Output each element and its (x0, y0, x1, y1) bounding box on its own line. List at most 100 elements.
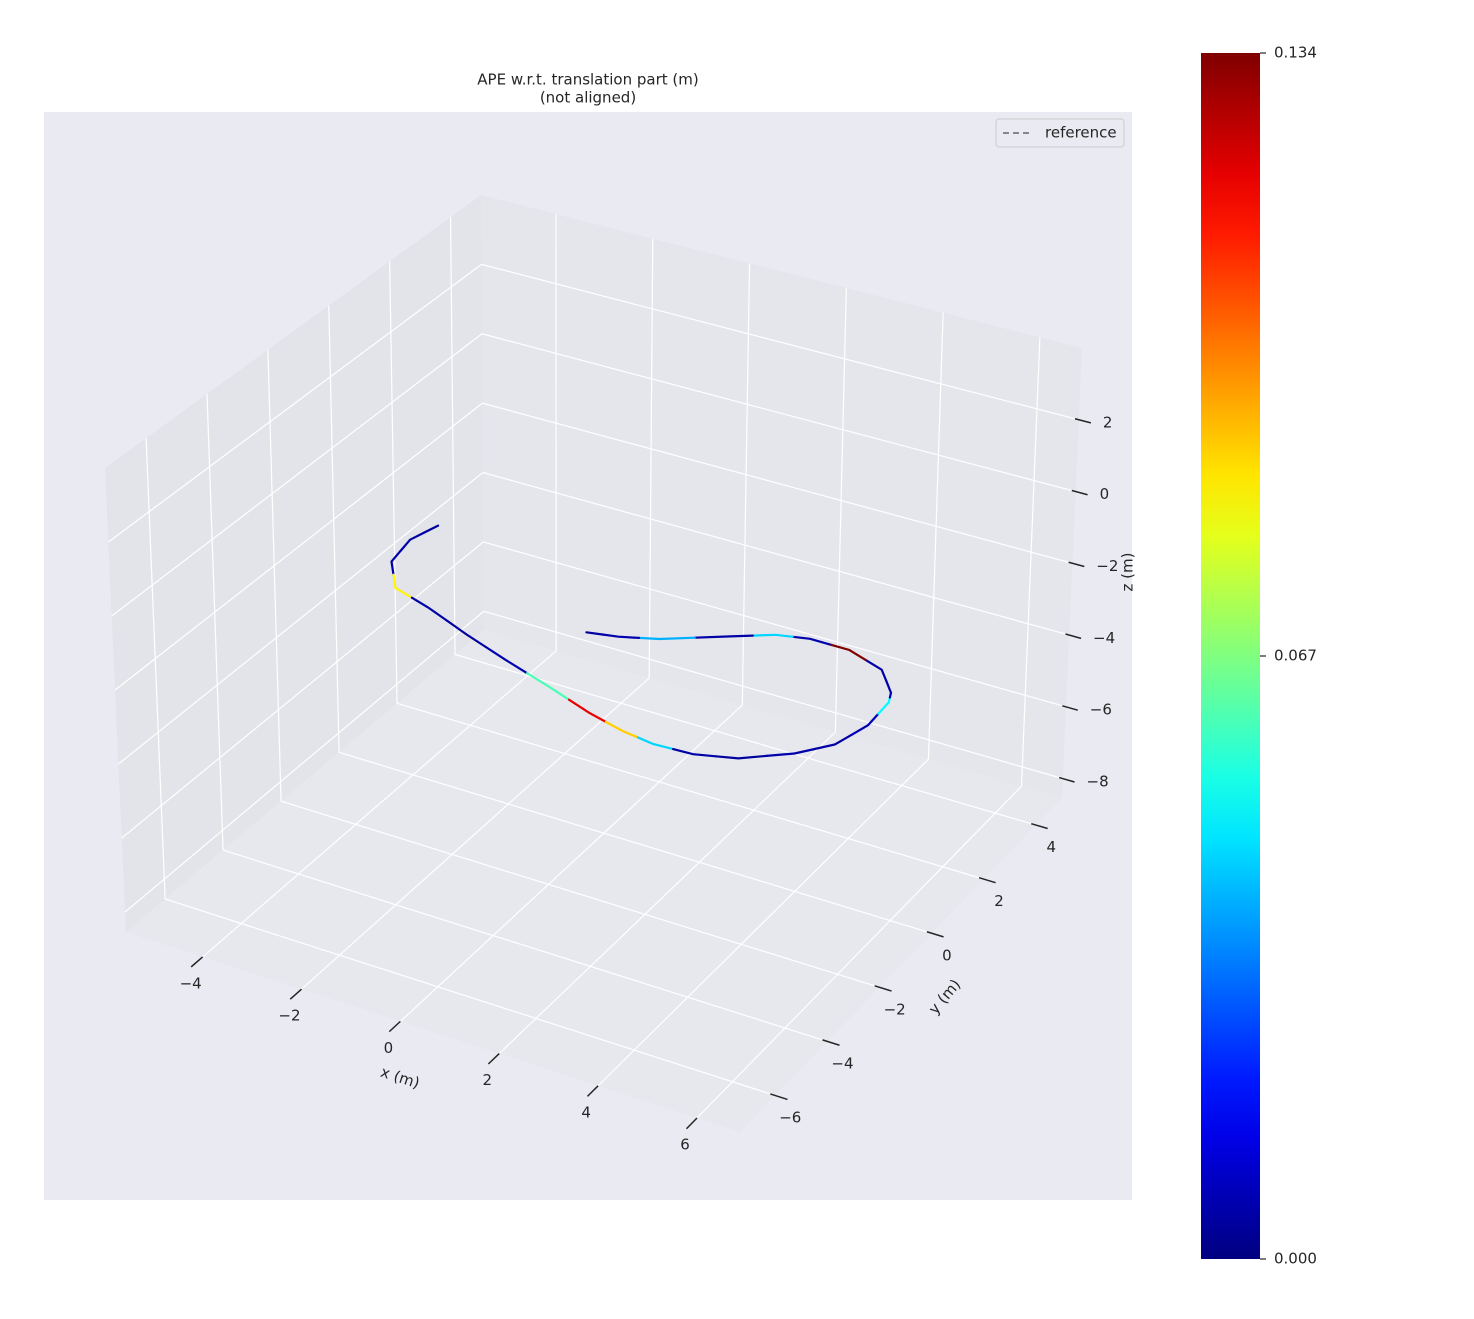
error-segment (392, 573, 413, 599)
y-tick-label: 2 (994, 892, 1004, 910)
y-tick (978, 876, 996, 884)
y-tick (822, 1039, 840, 1046)
trajectory (390, 524, 893, 760)
error-segment (751, 633, 794, 638)
x-tick-label: −2 (278, 1007, 300, 1025)
grid-line (481, 333, 1076, 493)
error-segment (714, 754, 768, 760)
z-tick (1071, 489, 1088, 496)
error-segment (637, 636, 696, 641)
error-segment (791, 635, 831, 646)
grid-line (483, 541, 1067, 708)
chart-subtitle: (not aligned) (540, 89, 636, 107)
pane-left (105, 195, 484, 932)
z-tick-label: 2 (1103, 413, 1113, 431)
x-tick (586, 1085, 599, 1097)
colorbar-gradient (1201, 53, 1260, 1259)
error-segment (850, 712, 880, 736)
grid-line (597, 758, 929, 1087)
grid-line (482, 471, 1070, 636)
error-segment (399, 531, 426, 552)
ticks: −4 −2 0 2 4 6 −6 −4 −2 0 2 4 −8 −6 −4 −2 0 2 (180, 413, 1119, 1153)
x-tick-label: 0 (384, 1039, 394, 1057)
error-segment (636, 736, 675, 751)
y-tick-label: −6 (779, 1108, 801, 1126)
legend-box (995, 118, 1125, 148)
grid-line (927, 312, 944, 760)
y-tick-label: 4 (1046, 838, 1056, 856)
z-tick (1058, 776, 1075, 783)
error-segment (604, 720, 640, 739)
grid-line (107, 263, 482, 543)
error-segment (885, 680, 893, 699)
grid-line (164, 898, 776, 1097)
z-tick-label: −4 (1093, 629, 1115, 647)
y-tick (1031, 822, 1048, 830)
grid-line (202, 650, 557, 958)
y-tick (874, 985, 892, 992)
grid-line (482, 402, 1073, 564)
grid-line (222, 849, 828, 1042)
x-tick-label: 2 (482, 1071, 492, 1089)
error-segment (828, 643, 867, 661)
error-segment (585, 631, 604, 636)
grid-line (741, 263, 751, 706)
grid-line (483, 610, 1064, 780)
error-segment (765, 747, 816, 757)
x-tick (685, 1117, 698, 1130)
error-segment (864, 658, 888, 683)
grid-line (399, 704, 743, 1022)
grid-line (328, 305, 340, 753)
grid-line (449, 217, 456, 655)
grid-line (121, 541, 484, 839)
error-segment (567, 698, 607, 723)
error-segment (601, 633, 641, 639)
colorbar-tick-label: 0.134 (1274, 44, 1317, 62)
error-segment (813, 733, 853, 751)
z-tick (1062, 705, 1078, 711)
grid-line (338, 751, 932, 934)
pane-floor (126, 630, 1062, 1132)
y-tick (926, 931, 944, 938)
x-tick-label: −4 (180, 974, 202, 992)
x-tick (487, 1053, 500, 1065)
x-tick-label: 4 (581, 1103, 591, 1121)
z-tick-label: −6 (1090, 701, 1112, 719)
grid-line (389, 261, 398, 704)
grid-line (1020, 337, 1041, 787)
colorbar-tick-label: 0.000 (1274, 1250, 1317, 1268)
z-tick-label: −8 (1087, 772, 1109, 790)
grid-line (206, 393, 224, 851)
grid-line (114, 402, 483, 691)
error-segment (446, 619, 487, 649)
grid-line (124, 610, 485, 913)
legend: reference (995, 118, 1125, 148)
error-segment (390, 549, 402, 576)
x-tick (190, 956, 204, 968)
grid-line (481, 263, 1079, 421)
y-tick-label: −4 (831, 1054, 853, 1072)
z-tick-label: −2 (1096, 557, 1118, 575)
error-segment (693, 634, 754, 639)
x-tick (289, 988, 302, 1000)
grid-line (696, 785, 1022, 1119)
grid (107, 214, 1079, 1119)
grid-line (301, 677, 650, 990)
colorbar: 0.000 0.067 0.134 (1201, 44, 1317, 1268)
grid-line (267, 349, 282, 802)
grid-line (834, 287, 847, 733)
y-tick-label: 0 (942, 946, 952, 964)
z-tick (1068, 561, 1085, 568)
error-segment (526, 672, 571, 701)
y-tick (770, 1093, 788, 1101)
z-tick (1065, 633, 1082, 640)
grid-line (118, 472, 484, 765)
z-tick-label: 0 (1100, 485, 1110, 503)
x-tick (388, 1020, 401, 1033)
chart-title: APE w.r.t. translation part (m) (477, 71, 698, 89)
grid-line (280, 800, 880, 988)
grid-line (396, 702, 984, 880)
grid-line (111, 333, 483, 617)
